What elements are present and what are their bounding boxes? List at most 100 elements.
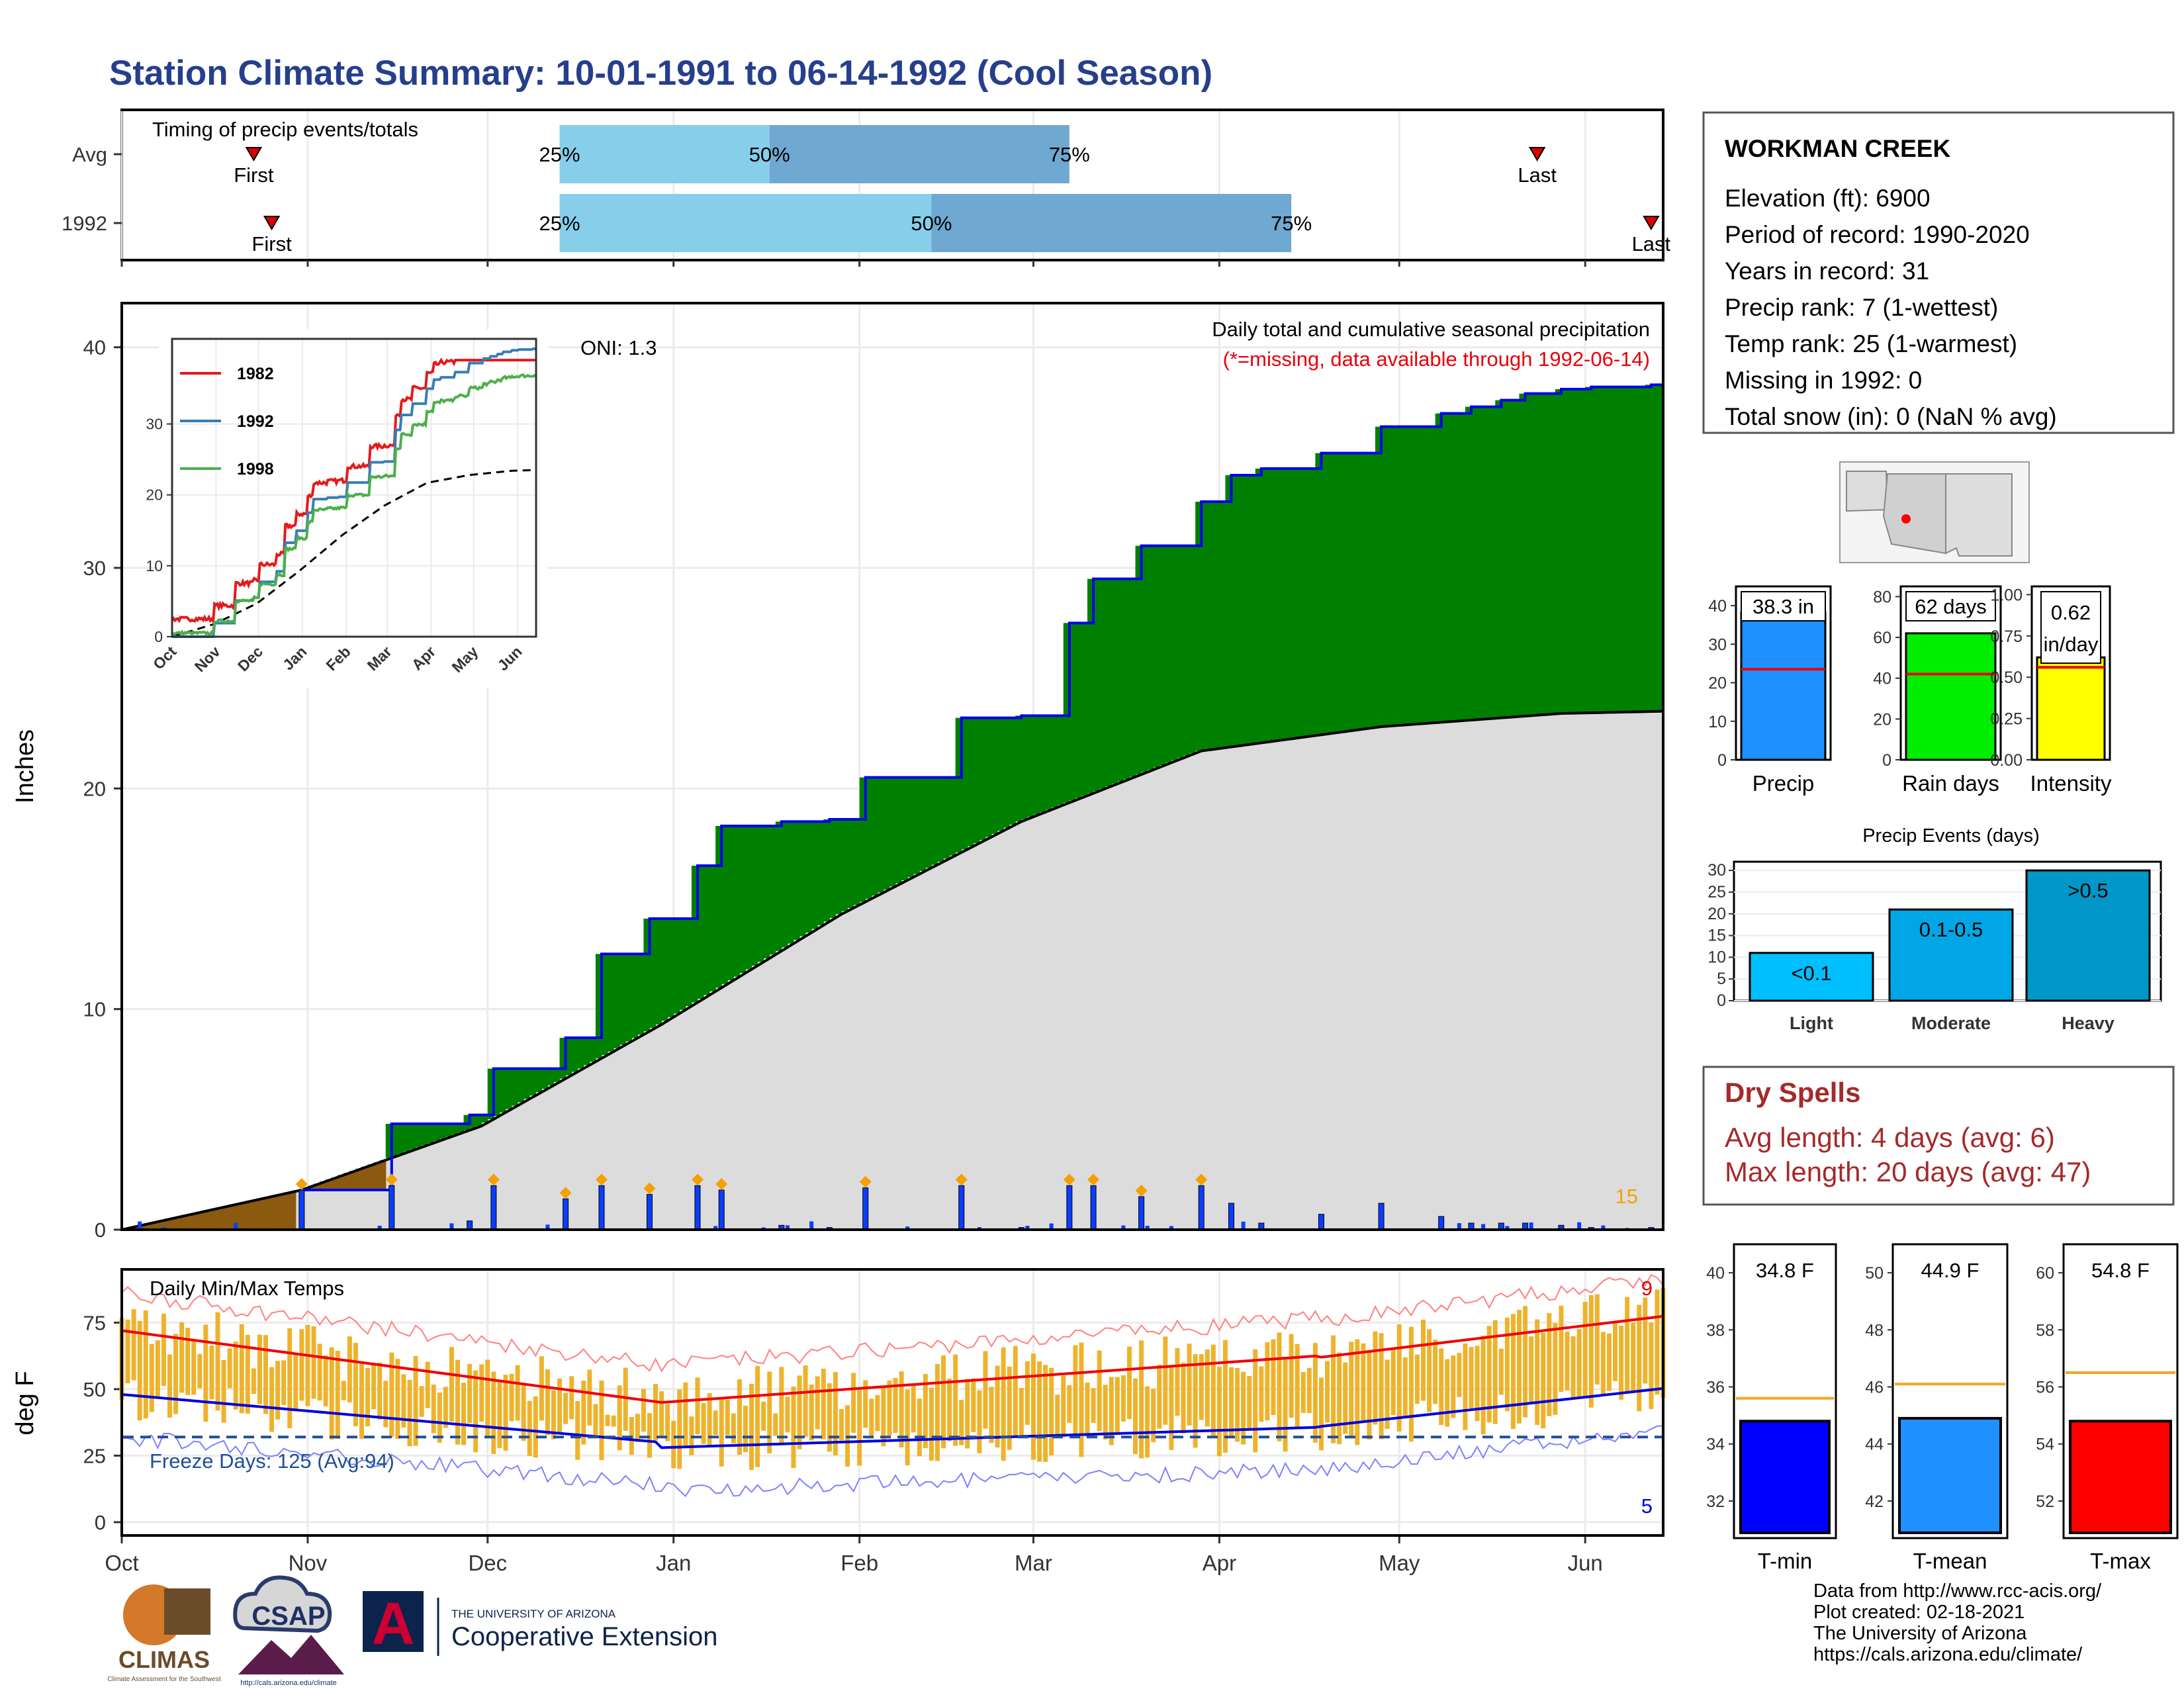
above-avg-band xyxy=(608,954,614,1052)
daily-temp-range-bar xyxy=(275,1361,281,1420)
csap-logo-text: CSAP xyxy=(251,1602,325,1631)
daily-precip-bar xyxy=(1318,1214,1324,1230)
summary-value-label: 0.62 xyxy=(2051,601,2091,624)
daily-temp-range-bar xyxy=(1163,1336,1168,1425)
daily-temp-range-bar xyxy=(509,1373,514,1422)
daily-temp-range-bar xyxy=(1013,1346,1018,1438)
daily-temp-range-bar xyxy=(395,1359,400,1439)
above-avg-band xyxy=(481,1115,488,1123)
inset-series-line xyxy=(172,347,536,638)
daily-precip-bar xyxy=(1577,1222,1582,1230)
oni-label: ONI: 1.3 xyxy=(580,336,657,359)
station-line: Period of record: 1990-2020 xyxy=(1725,221,2030,248)
daily-temp-range-bar xyxy=(659,1391,664,1438)
daily-precip-bar xyxy=(598,1185,605,1230)
above-avg-band xyxy=(704,866,710,995)
daily-temp-range-bar xyxy=(791,1387,796,1469)
above-avg-band xyxy=(793,821,800,940)
daily-temp-range-bar xyxy=(1229,1367,1234,1437)
daily-temp-range-bar xyxy=(785,1396,790,1433)
daily-temp-range-bar xyxy=(1216,1367,1222,1457)
daily-temp-range-bar xyxy=(569,1376,574,1420)
daily-temp-range-bar xyxy=(1043,1365,1048,1462)
daily-temp-range-bar xyxy=(1396,1324,1402,1432)
temp-ytick-label: 0 xyxy=(95,1511,106,1534)
daily-temp-range-bar xyxy=(1373,1331,1378,1425)
above-avg-band xyxy=(505,1068,512,1109)
daily-precip-bar xyxy=(905,1226,910,1230)
below-avg-band xyxy=(211,1209,218,1230)
daily-temp-range-bar xyxy=(1504,1317,1510,1412)
summary-ytick-label: 40 xyxy=(1873,670,1891,688)
above-avg-band xyxy=(1435,413,1442,723)
daily-temp-range-bar xyxy=(371,1363,377,1410)
above-avg-band xyxy=(523,1068,530,1099)
above-avg-band xyxy=(571,1038,578,1072)
heavy-event-marker xyxy=(715,1178,728,1190)
above-avg-band xyxy=(727,826,734,981)
daily-temp-range-bar xyxy=(1559,1305,1564,1393)
inset-ytick-label: 20 xyxy=(146,486,163,504)
daily-temp-range-bar xyxy=(1312,1343,1318,1443)
daily-temp-range-bar xyxy=(503,1375,508,1451)
tbar-ytick-label: 40 xyxy=(1706,1264,1725,1283)
daily-temp-range-bar xyxy=(995,1365,1000,1448)
below-avg-band xyxy=(361,1166,369,1190)
tbar-ytick-label: 56 xyxy=(2036,1379,2054,1397)
above-avg-band xyxy=(1573,389,1580,713)
above-avg-band xyxy=(1291,469,1298,739)
x-month-label: Dec xyxy=(468,1551,507,1575)
daily-precip-bar xyxy=(1378,1203,1385,1230)
above-avg-band xyxy=(751,826,758,966)
daily-temp-range-bar xyxy=(311,1326,316,1399)
below-avg-band xyxy=(271,1195,279,1230)
daily-temp-range-bar xyxy=(545,1369,550,1436)
above-avg-band xyxy=(925,777,933,868)
daily-temp-range-bar xyxy=(1445,1359,1450,1427)
tbar-name: T-max xyxy=(2090,1549,2151,1573)
daily-temp-range-bar xyxy=(815,1376,820,1430)
map-state xyxy=(1882,473,1946,555)
daily-temp-range-bar xyxy=(431,1385,436,1434)
below-avg-band xyxy=(289,1191,296,1230)
above-avg-band xyxy=(1633,387,1640,712)
above-avg-band xyxy=(1003,717,1010,828)
above-avg-band xyxy=(1609,387,1616,713)
timing-panel: Timing of precip events/totals Avg 25% 50% 7… xyxy=(62,109,1671,267)
dry-spells-frame xyxy=(1702,1066,2175,1206)
above-avg-band xyxy=(409,1124,416,1150)
below-avg-band xyxy=(277,1194,285,1230)
above-avg-band xyxy=(1261,469,1268,743)
x-month-label: Jan xyxy=(656,1551,691,1575)
below-avg-band xyxy=(379,1160,387,1190)
above-avg-band xyxy=(1183,545,1190,756)
timing-label: Timing of precip events/totals xyxy=(152,118,418,141)
timing-last-label: Last xyxy=(1632,232,1671,255)
csap-url: http://cals.arizona.edu/climate xyxy=(240,1679,337,1687)
heavy-count: 15 xyxy=(1615,1185,1638,1208)
events-title: Precip Events (days) xyxy=(1862,825,2040,846)
above-avg-band xyxy=(625,954,632,1042)
timing-last-label: Last xyxy=(1518,163,1557,187)
daily-temp-range-bar xyxy=(527,1400,532,1456)
above-avg-band xyxy=(1321,453,1328,734)
avg-cumulative-line xyxy=(121,709,1664,1231)
above-avg-band xyxy=(1567,389,1574,713)
inset-series-line xyxy=(171,373,537,637)
daily-temp-range-bar xyxy=(317,1344,322,1401)
daily-temp-range-bar xyxy=(581,1380,586,1445)
daily-temp-range-bar xyxy=(1103,1385,1108,1440)
above-avg-band xyxy=(1081,623,1088,796)
above-avg-band xyxy=(1345,453,1352,731)
above-avg-band xyxy=(1153,545,1160,768)
ua-logo-letter: A xyxy=(372,1591,415,1657)
precip-ytick-label: 10 xyxy=(83,998,106,1021)
events-bar-label: 0.1-0.5 xyxy=(1919,918,1983,941)
daily-temp-range-bar xyxy=(251,1368,256,1394)
above-avg-band xyxy=(955,717,962,852)
above-avg-band xyxy=(1363,453,1370,729)
daily-precip-bar xyxy=(1121,1225,1126,1230)
daily-temp-range-bar xyxy=(1091,1388,1096,1423)
above-avg-band xyxy=(451,1124,459,1135)
